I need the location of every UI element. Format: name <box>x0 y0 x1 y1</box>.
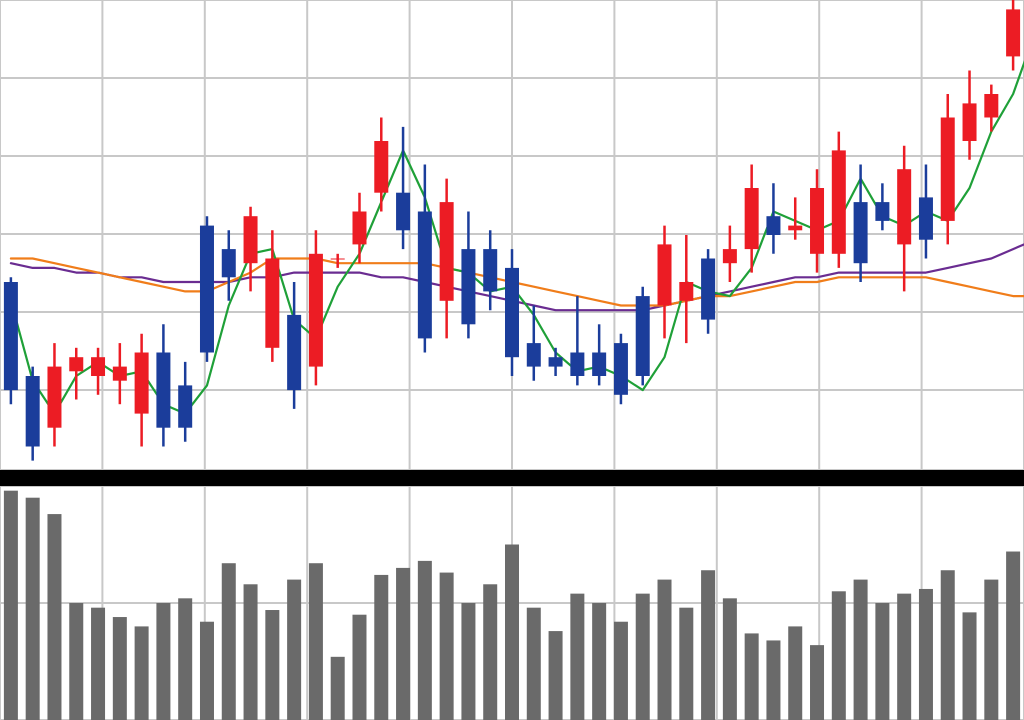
candle <box>570 353 584 377</box>
volume-bar <box>505 545 519 720</box>
volume-bar <box>331 657 345 720</box>
candle <box>69 357 83 371</box>
candle <box>766 216 780 235</box>
candle <box>418 212 432 339</box>
volume-bar <box>549 631 563 720</box>
volume-bar <box>679 608 693 720</box>
volume-bar <box>461 603 475 720</box>
volume-bar <box>113 617 127 720</box>
volume-bar <box>723 598 737 720</box>
volume-bar <box>265 610 279 720</box>
volume-bar <box>156 603 170 720</box>
candle <box>919 197 933 239</box>
volume-bar <box>527 608 541 720</box>
candle <box>200 226 214 353</box>
candle <box>897 169 911 244</box>
volume-bar <box>91 608 105 720</box>
candle <box>505 268 519 357</box>
volume-bar <box>374 575 388 720</box>
volume-bar <box>222 563 236 720</box>
candle <box>91 357 105 376</box>
volume-bar <box>483 584 497 720</box>
volume-bar <box>919 589 933 720</box>
volume-bar <box>701 570 715 720</box>
panel-divider <box>0 470 1024 486</box>
candlestick-volume-chart <box>0 0 1024 720</box>
candle <box>832 150 846 253</box>
chart-svg <box>0 0 1024 720</box>
volume-bar <box>745 633 759 720</box>
candle <box>614 343 628 395</box>
volume-bar <box>1006 552 1020 720</box>
candle <box>396 193 410 231</box>
candle <box>374 141 388 193</box>
volume-bar <box>570 594 584 720</box>
candle <box>309 254 323 367</box>
candle <box>440 202 454 301</box>
candle <box>47 367 61 428</box>
candle <box>483 249 497 291</box>
candle <box>723 249 737 263</box>
candle <box>701 259 715 320</box>
volume-bar <box>636 594 650 720</box>
candle <box>875 202 889 221</box>
volume-bar <box>875 603 889 720</box>
volume-bar <box>897 594 911 720</box>
volume-bar <box>941 570 955 720</box>
candle <box>658 244 672 305</box>
volume-bar <box>766 640 780 720</box>
volume-bar <box>4 491 18 720</box>
volume-bar <box>440 573 454 720</box>
candle <box>331 259 345 260</box>
volume-bar <box>614 622 628 720</box>
candle <box>636 296 650 376</box>
candle <box>592 353 606 377</box>
volume-bar <box>352 615 366 720</box>
candle <box>549 357 563 366</box>
candle <box>461 249 475 324</box>
candle <box>788 226 802 231</box>
candle <box>679 282 693 301</box>
candle <box>745 188 759 249</box>
candle <box>113 367 127 381</box>
volume-bar <box>135 626 149 720</box>
volume-bar <box>69 603 83 720</box>
candle <box>222 249 236 277</box>
candle <box>963 103 977 141</box>
candle <box>984 94 998 118</box>
volume-bar <box>244 584 258 720</box>
candle <box>135 353 149 414</box>
candle <box>244 216 258 263</box>
volume-bar <box>658 580 672 720</box>
volume-bar <box>810 645 824 720</box>
candle <box>265 259 279 348</box>
candle <box>854 202 868 263</box>
volume-bar <box>26 498 40 720</box>
volume-bar <box>984 580 998 720</box>
volume-bar <box>592 603 606 720</box>
volume-bar <box>200 622 214 720</box>
candle <box>178 385 192 427</box>
volume-bar <box>178 598 192 720</box>
volume-bar <box>963 612 977 720</box>
candle <box>156 353 170 428</box>
candle <box>287 315 301 390</box>
candle <box>352 212 366 245</box>
volume-bar <box>309 563 323 720</box>
candle <box>1006 9 1020 56</box>
volume-bar <box>418 561 432 720</box>
candle <box>810 188 824 254</box>
candle <box>527 343 541 367</box>
candle <box>4 282 18 390</box>
volume-bar <box>854 580 868 720</box>
volume-bar <box>832 591 846 720</box>
volume-bar <box>396 568 410 720</box>
candle <box>26 376 40 447</box>
volume-bar <box>47 514 61 720</box>
volume-bar <box>287 580 301 720</box>
volume-bar <box>788 626 802 720</box>
candle <box>941 118 955 221</box>
